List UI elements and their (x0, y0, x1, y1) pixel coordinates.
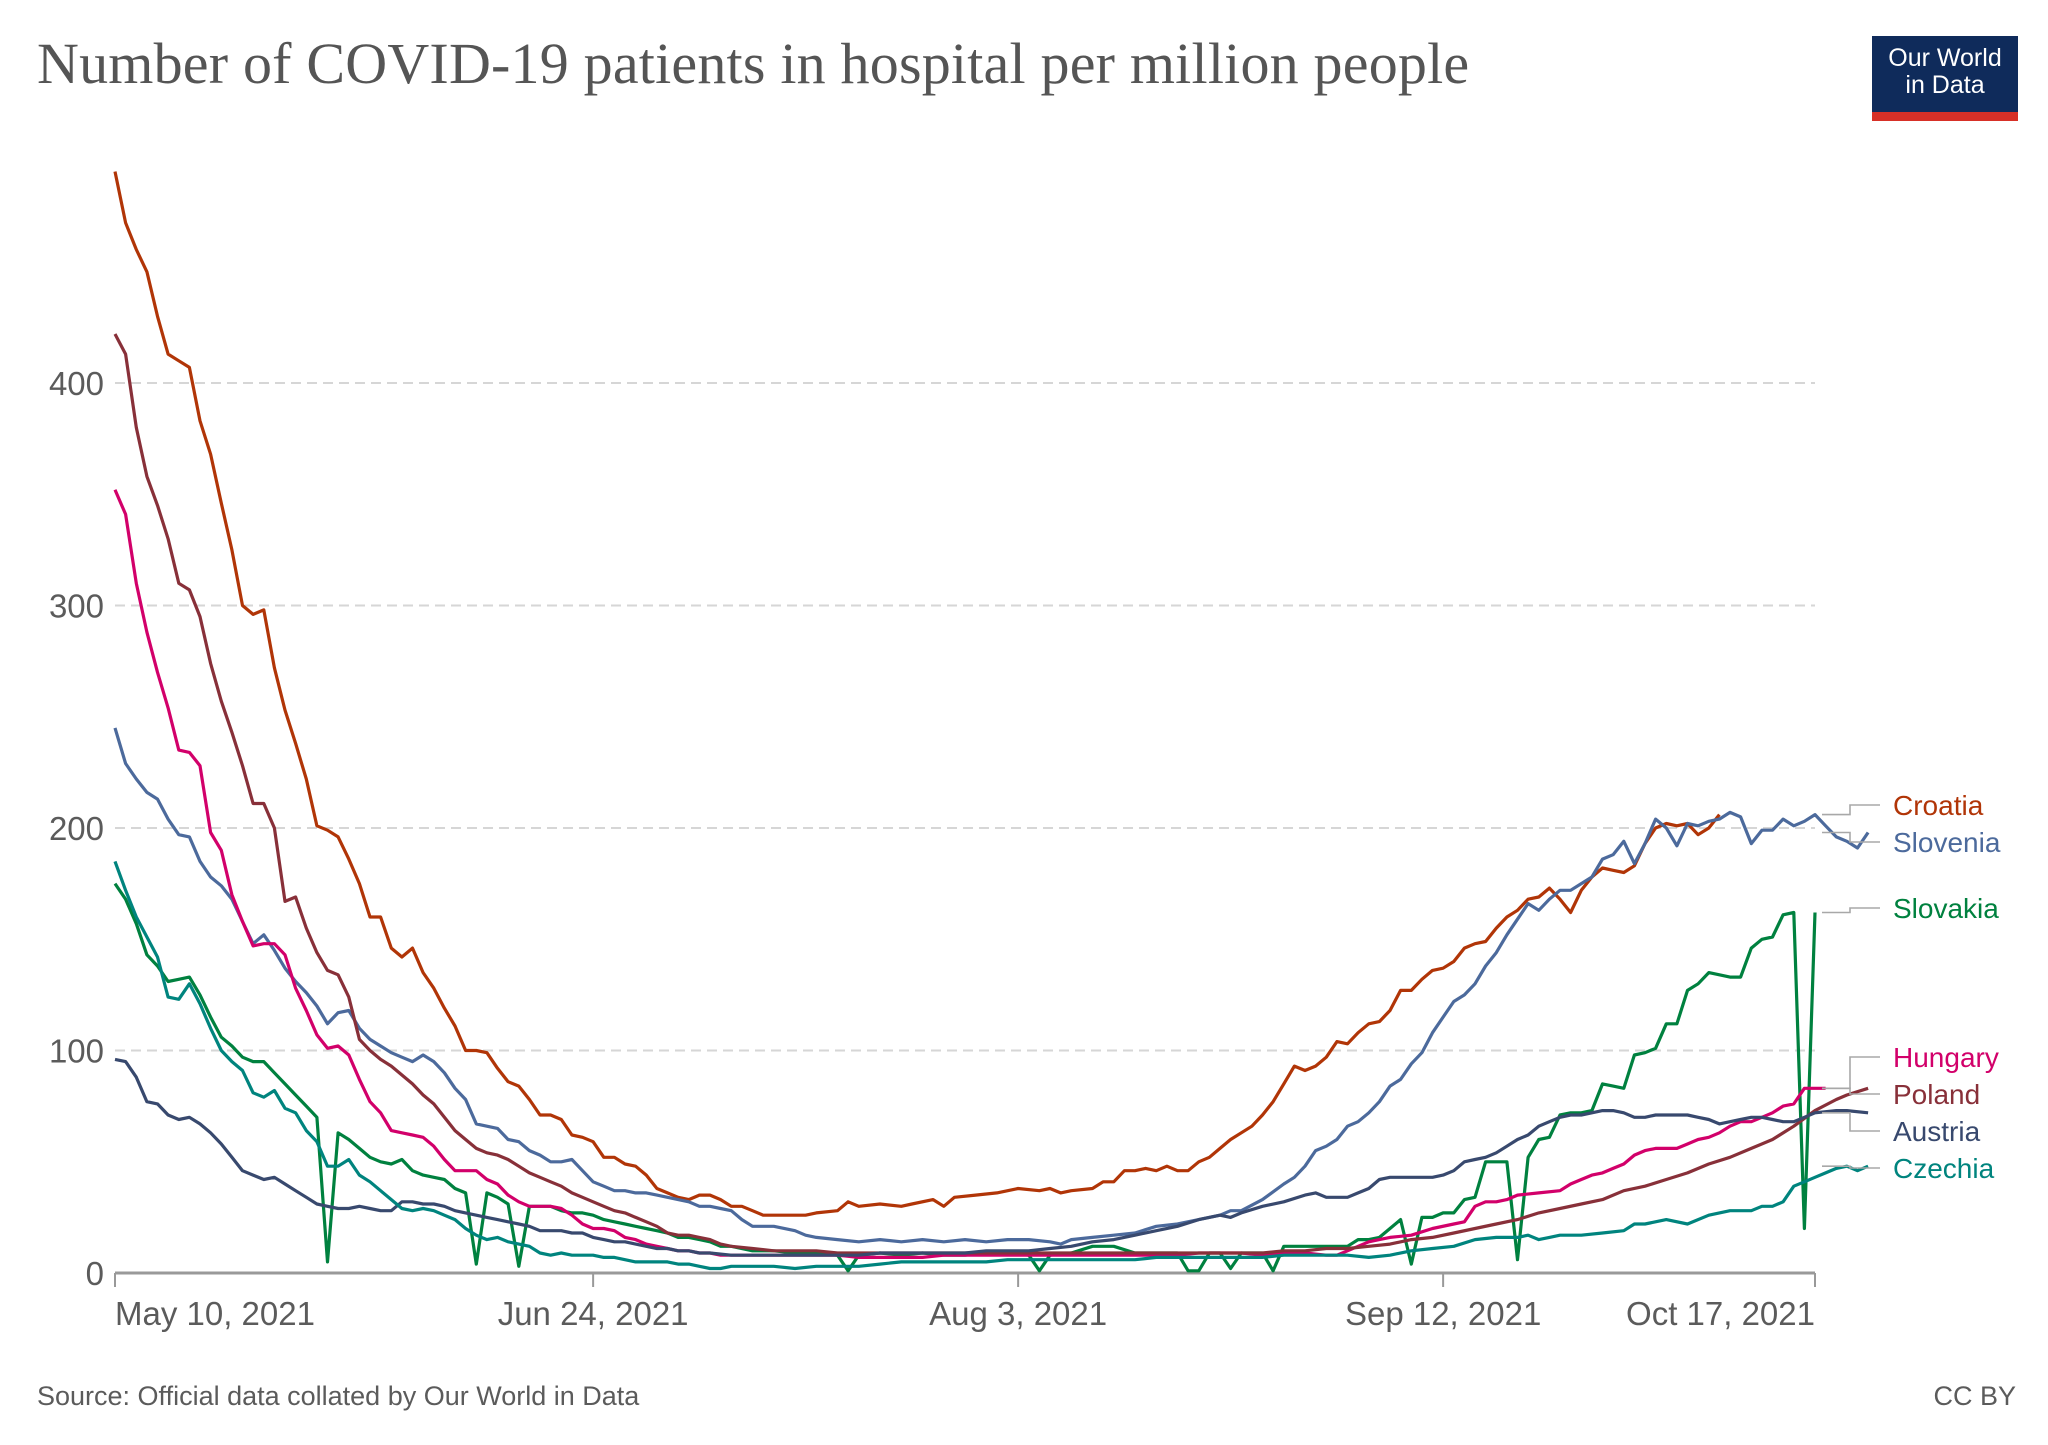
connector-austria (1822, 1112, 1880, 1132)
gridlines (115, 382, 1815, 1052)
x-tick-label-3: Sep 12, 2021 (1345, 1295, 1541, 1332)
series-label-slovakia: Slovakia (1893, 893, 1999, 924)
logo-line-1: Our World (1888, 44, 2002, 72)
series-line-croatia (113, 171, 1721, 1217)
logo-stripe (1872, 112, 2018, 121)
series-label-croatia: Croatia (1893, 790, 1984, 821)
series-line-czechia (113, 860, 1869, 1271)
y-tick-label-200: 200 (49, 810, 104, 847)
series-lines (113, 171, 1870, 1273)
series-line-austria (114, 1057, 1869, 1257)
logo-line-2: in Data (1905, 71, 1985, 99)
connector-hungary (1822, 1056, 1880, 1090)
series-label-poland: Poland (1893, 1079, 1980, 1110)
x-axis: May 10, 2021 Jun 24, 2021 Aug 3, 2021 Sep 1… (114, 1271, 1816, 1332)
series-label-czechia: Czechia (1893, 1153, 1995, 1184)
series-label-hungary: Hungary (1893, 1042, 1999, 1073)
chart-title: Number of COVID-19 patients in hospital … (37, 31, 1470, 96)
series-line-poland (113, 333, 1869, 1255)
connector-poland (1822, 1087, 1880, 1095)
x-tick-label-4: Oct 17, 2021 (1626, 1295, 1815, 1332)
x-tick-label-0: May 10, 2021 (115, 1295, 315, 1332)
series-label-austria: Austria (1893, 1116, 1981, 1147)
connector-slovakia (1822, 907, 1880, 914)
series-end-labels: Croatia Slovenia Slovakia Hungary Poland Aust… (1822, 790, 2001, 1184)
y-tick-label-0: 0 (86, 1255, 104, 1292)
series-line-slovenia (113, 727, 1870, 1246)
y-axis-ticks: 0 100 200 300 400 (49, 365, 104, 1292)
series-line-slovakia (113, 882, 1817, 1273)
source-note: Source: Official data collated by Our Wo… (37, 1381, 640, 1411)
series-line-hungary (113, 489, 1826, 1259)
connector-czechia (1822, 1165, 1880, 1169)
license-link[interactable]: CC BY (1933, 1381, 2016, 1411)
connector-slovenia (1822, 831, 1880, 843)
x-tick-label-1: Jun 24, 2021 (498, 1295, 689, 1332)
owid-logo[interactable]: Our World in Data (1872, 36, 2018, 121)
connector-croatia (1822, 804, 1880, 816)
y-tick-label-100: 100 (49, 1033, 104, 1070)
y-tick-label-400: 400 (49, 365, 104, 402)
series-label-slovenia: Slovenia (1893, 827, 2001, 858)
x-tick-label-2: Aug 3, 2021 (929, 1295, 1107, 1332)
y-tick-label-300: 300 (49, 588, 104, 625)
